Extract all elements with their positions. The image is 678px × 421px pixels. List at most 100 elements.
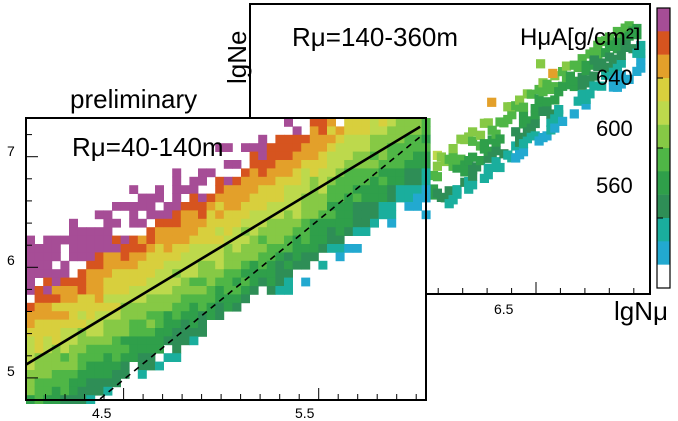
heatmap-cell <box>352 126 362 136</box>
heatmap-cell <box>472 162 482 172</box>
heatmap-cell <box>69 286 78 295</box>
heatmap-cell <box>534 94 544 104</box>
heatmap-cell <box>581 60 591 70</box>
heatmap-cell <box>223 193 233 203</box>
colorbar-tick-label-600: 600 <box>596 116 633 141</box>
heatmap-cell <box>344 126 354 136</box>
heatmap-cell <box>301 218 311 228</box>
heatmap-cell <box>172 336 182 346</box>
heatmap-cell <box>163 336 173 346</box>
heatmap-cell <box>215 218 225 228</box>
heatmap-cell <box>60 294 70 304</box>
heatmap-cell <box>60 328 70 337</box>
heatmap-cell <box>292 244 302 253</box>
heatmap-cell <box>624 31 634 41</box>
heatmap-cell <box>395 176 405 186</box>
heatmap-cell <box>612 44 622 54</box>
heatmap-cell <box>120 244 130 253</box>
heatmap-cell <box>26 336 35 346</box>
heatmap-cell <box>352 218 362 228</box>
heatmap-cell <box>223 294 233 304</box>
heatmap-cell <box>163 244 173 253</box>
heatmap-cell <box>155 294 164 304</box>
heatmap-cell <box>215 294 225 304</box>
heatmap-cell <box>361 118 371 127</box>
heatmap-cell <box>309 143 319 152</box>
heatmap-cell <box>51 344 61 354</box>
heatmap-cell <box>561 61 572 71</box>
heatmap-cell <box>206 294 216 304</box>
heatmap-cell <box>335 193 345 203</box>
y-tick-label-7: 7 <box>7 143 15 159</box>
heatmap-cell <box>94 244 104 253</box>
heatmap-cell <box>223 269 233 278</box>
heatmap-cell <box>378 185 388 194</box>
heatmap-cell <box>215 286 225 295</box>
heatmap-cell <box>163 210 173 220</box>
heatmap-cell <box>137 302 147 312</box>
heatmap-cell <box>335 185 345 194</box>
heatmap-cell <box>223 252 233 262</box>
heatmap-cell <box>275 143 285 152</box>
heatmap-cell <box>636 48 646 59</box>
heatmap-cell <box>103 286 113 295</box>
heatmap-cell <box>155 185 164 194</box>
heatmap-cell <box>495 162 505 173</box>
heatmap-cell <box>352 193 362 203</box>
heatmap-cell <box>69 227 78 236</box>
heatmap-cell <box>137 202 147 211</box>
heatmap-cell <box>249 210 259 220</box>
heatmap-cell <box>26 353 35 362</box>
heatmap-cell <box>266 176 276 186</box>
heatmap-cell <box>26 378 35 388</box>
heatmap-cell <box>569 76 579 86</box>
heatmap-cell <box>137 319 147 329</box>
heatmap-cell <box>292 227 302 236</box>
heatmap-cell <box>361 134 371 144</box>
heatmap-cell <box>137 336 147 346</box>
heatmap-cell <box>318 210 328 220</box>
heatmap-cell <box>94 370 104 379</box>
heatmap-cell <box>103 235 113 245</box>
heatmap-cell <box>34 269 44 278</box>
colorbar-segment <box>657 148 670 172</box>
heatmap-cell <box>558 116 568 126</box>
heatmap-cell <box>413 143 422 152</box>
heatmap-cell <box>69 336 78 346</box>
heatmap-cell <box>309 244 319 253</box>
heatmap-cell <box>206 227 216 236</box>
heatmap-cell <box>275 260 285 270</box>
heatmap-cell <box>223 260 233 270</box>
heatmap-cell <box>112 244 121 253</box>
heatmap-cell <box>69 378 78 388</box>
colorbar-segment <box>657 241 670 265</box>
heatmap-cell <box>86 370 96 379</box>
heatmap-cell <box>258 160 268 169</box>
heatmap-cell <box>94 378 104 388</box>
heatmap-cell <box>215 210 225 220</box>
heatmap-cell <box>112 252 121 262</box>
heatmap-cell <box>77 294 87 304</box>
heatmap-cell <box>69 328 78 337</box>
heatmap-cell <box>172 218 182 228</box>
heatmap-cell <box>266 286 276 295</box>
heatmap-cell <box>120 344 130 354</box>
colorbar-segment <box>657 194 670 219</box>
heatmap-cell <box>241 244 250 253</box>
heatmap-cell <box>378 143 388 152</box>
heatmap-cell <box>636 40 646 51</box>
heatmap-cell <box>77 235 87 245</box>
heatmap-cell <box>636 55 646 65</box>
heatmap-cell <box>318 160 328 169</box>
heatmap-cell <box>404 202 414 211</box>
heatmap-cell <box>172 353 182 362</box>
heatmap-cell <box>180 269 190 278</box>
heatmap-cell <box>475 130 486 140</box>
heatmap-cell <box>456 154 466 164</box>
heatmap-cell <box>146 319 156 329</box>
heatmap-cell <box>137 344 147 354</box>
heatmap-cell <box>352 143 362 152</box>
heatmap-cell <box>249 185 259 194</box>
heatmap-cell <box>249 235 259 245</box>
heatmap-cell <box>86 336 96 346</box>
